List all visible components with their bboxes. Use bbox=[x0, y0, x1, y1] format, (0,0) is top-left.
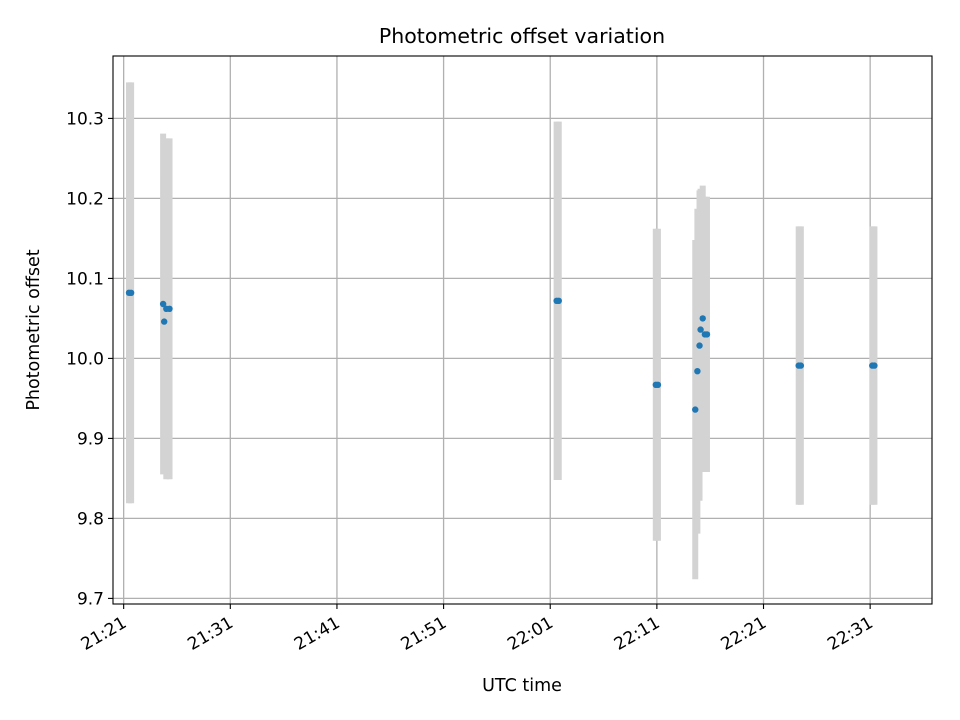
grid-lines bbox=[113, 56, 932, 604]
x-tick-label: 21:51 bbox=[398, 613, 450, 655]
y-tick-label: 10.1 bbox=[66, 269, 104, 289]
y-tick-label: 10.3 bbox=[66, 109, 104, 129]
x-tick-label: 22:31 bbox=[824, 613, 876, 655]
data-point bbox=[871, 362, 878, 369]
data-point bbox=[694, 368, 701, 375]
error-bars bbox=[125, 82, 878, 580]
chart-title: Photometric offset variation bbox=[379, 24, 665, 48]
plot-area-frame bbox=[112, 55, 933, 605]
data-point bbox=[159, 300, 167, 308]
x-tick-label: 21:41 bbox=[291, 613, 343, 655]
data-point bbox=[697, 326, 704, 333]
data-point bbox=[166, 305, 173, 312]
x-tick-label: 22:01 bbox=[504, 613, 556, 655]
x-tick-label: 22:21 bbox=[718, 613, 770, 655]
x-tick-label: 22:11 bbox=[611, 613, 663, 655]
data-point bbox=[654, 381, 662, 388]
x-axis-label: UTC time bbox=[482, 676, 562, 696]
data-point bbox=[692, 406, 699, 413]
y-tick-label: 10.2 bbox=[66, 189, 104, 209]
y-tick-label: 9.7 bbox=[77, 589, 104, 609]
x-tick-label: 21:21 bbox=[78, 613, 130, 655]
data-point bbox=[127, 289, 135, 296]
y-tick-label: 10.0 bbox=[66, 349, 104, 369]
y-tick-label: 9.9 bbox=[77, 429, 104, 449]
data-point bbox=[699, 315, 706, 322]
data-points bbox=[125, 289, 878, 413]
data-point bbox=[696, 342, 703, 349]
data-point bbox=[703, 331, 711, 338]
y-axis-label: Photometric offset bbox=[24, 249, 44, 410]
y-tick-label: 9.8 bbox=[77, 509, 104, 529]
axis-ticks: 21:21 21:31 21:41 21:51 22:01 22:11 22:21 22:31… bbox=[66, 109, 877, 654]
data-point bbox=[797, 362, 805, 369]
x-tick-label: 21:31 bbox=[184, 613, 236, 655]
data-point bbox=[555, 297, 562, 304]
data-point bbox=[160, 318, 168, 325]
